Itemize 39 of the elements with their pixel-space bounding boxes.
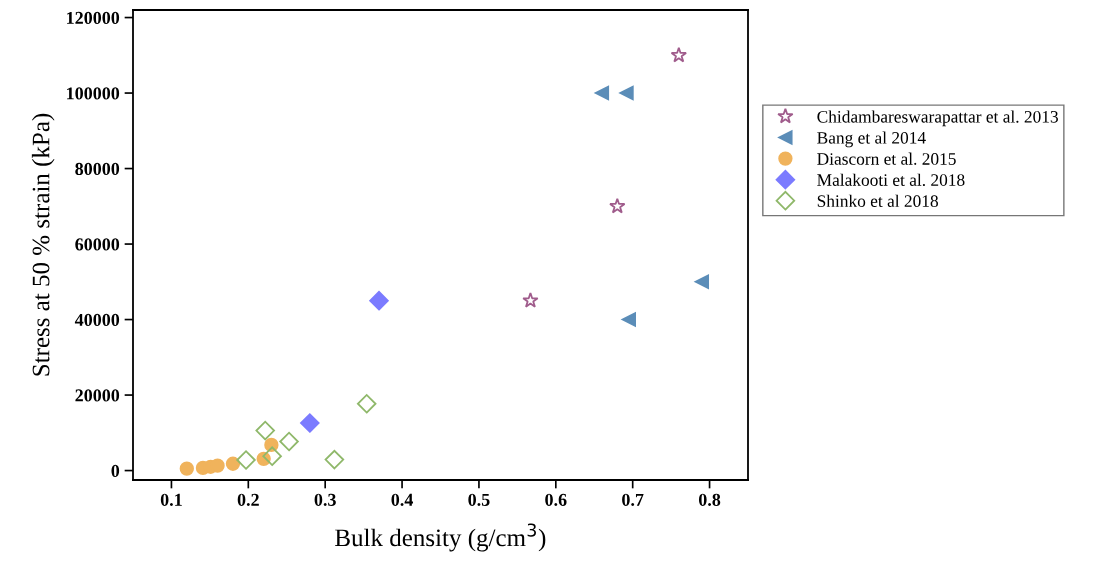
point [255,420,275,441]
x-tick-label: 0.8 [698,493,721,506]
point [621,312,636,327]
legend-label: Chidambareswarapattar et al. 2013 [817,110,1058,127]
x-tick-label: 0.7 [622,493,644,506]
y-tick-label: 60000 [75,238,120,251]
y-tick-label: 120000 [67,11,120,24]
point [670,46,687,63]
point [300,413,320,433]
point [225,456,241,471]
y-tick-label: 100000 [67,87,120,100]
x-tick-label: 0.6 [545,493,567,506]
point [609,197,626,214]
point [356,393,377,414]
x-tick-label: 0.2 [237,493,259,506]
point [179,461,194,476]
x-tick-label: 0.4 [391,493,414,506]
y-tick-label: 20000 [75,389,120,402]
point [594,85,610,101]
point [619,85,634,101]
y-tick-label: 80000 [75,162,120,175]
y-tick-label: 40000 [74,313,120,326]
x-axis-title: Bulk density (g/cm$^{3}$) [335,523,546,552]
x-tick-label: 0.3 [314,493,336,506]
point [694,274,710,289]
point [522,292,539,308]
legend-label: Diascorn et al. 2015 [817,152,956,165]
legend-label: Bang et al 2014 [817,131,926,148]
point [236,450,256,470]
point [369,290,389,311]
point [324,449,345,470]
x-tick-label: 0.1 [160,493,182,506]
y-tick-label: 0 [111,464,120,477]
y-axis-title: Stress at 50 % strain (kPa) [31,113,55,376]
point [262,446,282,466]
legend-label: Malakooti et al. 2018 [817,173,965,186]
legend-label: Shinko et al 2018 [817,194,938,207]
point [279,431,299,452]
x-tick-label: 0.5 [468,493,490,506]
